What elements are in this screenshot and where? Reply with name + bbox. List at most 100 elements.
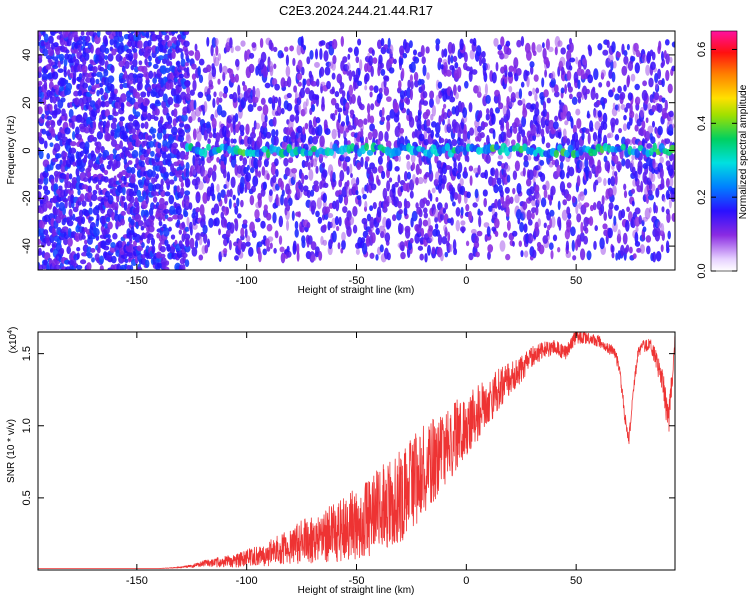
- spectrogram-cell: [376, 206, 382, 218]
- spectrogram-cell: [417, 177, 424, 185]
- spectrogram-cell: [148, 70, 154, 80]
- snr-y-tick-label: 1.5: [21, 346, 33, 361]
- spectrogram-cell: [310, 80, 317, 87]
- spectrogram-cell: [69, 147, 77, 154]
- figure-title: C2E3.2024.244.21.44.R17: [279, 3, 433, 18]
- spectrogram-cell: [164, 191, 171, 197]
- spectrogram-cell: [150, 170, 157, 178]
- spectrogram-cell: [80, 259, 87, 265]
- spectrogram-cell: [617, 103, 621, 113]
- spectrogram-cell: [661, 78, 665, 88]
- spectrogram-cell: [518, 88, 523, 100]
- spectrogram-cell: [104, 109, 111, 118]
- spectrogram-cell: [228, 198, 232, 210]
- spectrogram-cell: [118, 31, 123, 38]
- spectrogram-cell: [341, 90, 346, 98]
- spectrogram-cell: [91, 72, 97, 77]
- spectrogram-cell: [410, 80, 414, 90]
- spectrogram-cell: [292, 172, 297, 181]
- spectrogram-cell: [661, 50, 664, 62]
- spectrogram-cell: [167, 217, 173, 222]
- spectrogram-cell: [77, 200, 82, 206]
- spectrogram-cell: [491, 71, 497, 84]
- spectrogram-cell: [576, 175, 581, 187]
- spectrogram-cell: [442, 174, 447, 185]
- spectrogram-cell: [459, 38, 464, 51]
- spectrogram-cell: [69, 141, 77, 147]
- spectrogram-cell: [79, 150, 84, 157]
- spectrogram-cell: [308, 169, 314, 181]
- spectrogram-cell: [81, 65, 88, 74]
- spectrogram-cell: [350, 177, 357, 187]
- spectrogram-cell: [118, 120, 124, 127]
- spectrogram-cell: [431, 104, 437, 117]
- spectrogram-cell: [184, 237, 190, 248]
- spectrogram-cell: [147, 39, 152, 47]
- spectrogram-cell: [319, 66, 325, 77]
- spectrogram-x-tick-label: 50: [570, 275, 582, 287]
- spectrogram-cell: [482, 122, 489, 128]
- spectrogram-cell: [331, 128, 337, 140]
- spectrogram-cell: [127, 31, 131, 34]
- spectrogram-cell: [234, 73, 239, 83]
- spectrogram-cell: [503, 231, 508, 238]
- spectrogram-cell: [133, 101, 140, 110]
- spectrogram-cell: [96, 107, 100, 114]
- spectrogram-cell: [586, 110, 590, 119]
- spectrogram-cell: [91, 193, 98, 202]
- spectrogram-cell: [553, 84, 559, 94]
- spectrogram-cell: [469, 127, 475, 136]
- spectrogram-cell: [420, 227, 425, 238]
- spectrogram-cell: [163, 171, 169, 179]
- spectrogram-cell: [664, 39, 670, 46]
- snr-panel: -150 -100 -50 0 50 0.51.01.5 Height of strai…: [6, 327, 676, 596]
- spectrogram-cell: [478, 215, 482, 228]
- spectrogram-cell: [189, 221, 193, 230]
- spectrogram-cell: [107, 53, 114, 62]
- spectrogram-cell: [268, 189, 273, 196]
- spectrogram-cell: [610, 176, 616, 187]
- spectrogram-cell: [497, 93, 501, 106]
- spectrogram-cell: [128, 114, 134, 122]
- spectrogram-cell: [570, 226, 576, 237]
- spectrogram-cell: [85, 35, 91, 43]
- spectrogram-cell: [65, 49, 70, 54]
- spectrogram-cell: [203, 101, 208, 113]
- spectrogram-cell: [661, 97, 666, 103]
- spectrogram-cell: [137, 179, 143, 186]
- spectrogram-cell: [477, 164, 481, 175]
- spectrogram-cell: [382, 187, 388, 200]
- spectrogram-cell: [128, 79, 134, 85]
- spectrogram-cell: [324, 128, 331, 136]
- spectrogram-cell: [107, 221, 113, 230]
- spectrogram-cell: [114, 143, 121, 151]
- spectrogram-cell: [72, 69, 77, 80]
- spectrogram-cell: [81, 200, 87, 207]
- spectrogram-cell: [57, 60, 61, 68]
- spectrogram-cell: [444, 202, 449, 210]
- spectrogram-cell: [214, 37, 219, 46]
- spectrogram-cell: [301, 235, 306, 244]
- spectrogram-cell: [532, 87, 536, 95]
- spectrogram-cell: [568, 166, 575, 177]
- spectrogram-cell: [67, 32, 73, 42]
- spectrogram-cell: [359, 103, 365, 111]
- spectrogram-cell: [589, 120, 594, 131]
- spectrogram-cell: [176, 185, 180, 193]
- spectrogram-cell: [527, 155, 532, 161]
- spectrogram-cell: [327, 213, 334, 219]
- spectrogram-cell: [242, 157, 248, 166]
- spectrogram-cell: [146, 112, 152, 122]
- spectrogram-cell: [38, 191, 42, 200]
- spectrogram-cell: [264, 114, 268, 123]
- spectrogram-cell: [110, 255, 117, 264]
- spectrogram-cell: [278, 215, 284, 228]
- spectrogram-cell: [628, 246, 633, 254]
- spectrogram-cell: [493, 218, 500, 229]
- spectrogram-cell: [140, 225, 145, 231]
- spectrogram-cell: [485, 94, 491, 105]
- spectrogram-cell: [136, 266, 143, 270]
- spectrogram-cell: [165, 31, 169, 34]
- snr-y-scale: (x104): [7, 327, 19, 354]
